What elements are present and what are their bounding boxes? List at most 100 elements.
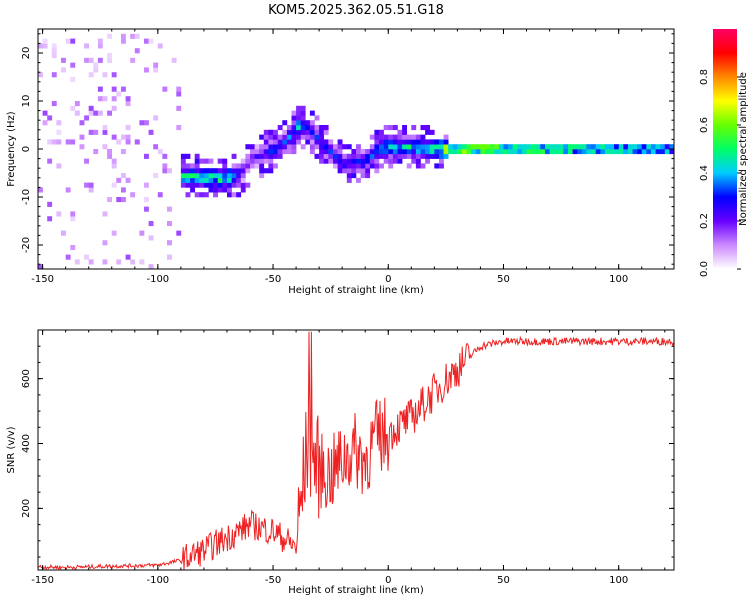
- spectrogram-cell: [144, 67, 149, 73]
- spectrogram-cell: [333, 153, 338, 159]
- spectrogram-cell: [383, 144, 389, 150]
- spectrogram-cell: [291, 139, 297, 145]
- spectrogram-x-ticks: -150 -100 -50 0 50 100: [31, 29, 666, 285]
- spectrogram-cell: [664, 144, 670, 150]
- spectrogram-cell: [190, 173, 195, 179]
- spectrogram-cell: [213, 182, 218, 188]
- spectrogram-cell: [443, 153, 449, 159]
- spectrogram-y-tick-label: -20: [21, 237, 32, 253]
- spectrogram-cell: [360, 158, 366, 164]
- snr-x-axis-label: Height of straight line (km): [288, 585, 424, 596]
- spectrogram-cell: [337, 158, 343, 164]
- spectrogram-cell: [411, 149, 417, 155]
- spectrogram-cell: [245, 168, 251, 174]
- spectrogram-cell: [203, 192, 209, 198]
- spectrogram-cell: [227, 177, 232, 183]
- spectrogram-cell: [669, 144, 675, 150]
- spectrogram-cell: [121, 173, 126, 179]
- spectrogram-cell: [411, 158, 417, 164]
- spectrogram-cell: [526, 144, 532, 150]
- spectrogram-cell: [351, 158, 357, 164]
- spectrogram-cell: [572, 149, 578, 155]
- spectrogram-cell: [646, 149, 652, 155]
- spectrogram-cell: [595, 144, 601, 150]
- spectrogram-cell: [351, 168, 357, 174]
- spectrogram-cell: [296, 125, 301, 131]
- spectrogram-cell: [406, 144, 412, 150]
- spectrogram-cell: [379, 129, 384, 135]
- spectrogram-cell: [535, 149, 541, 155]
- spectrogram-cell: [217, 158, 223, 164]
- spectrogram-cell: [263, 153, 269, 159]
- spectrogram-cell: [70, 62, 76, 68]
- spectrogram-cell: [194, 182, 200, 188]
- spectrogram-cell: [102, 129, 108, 135]
- spectrogram-cell: [250, 158, 255, 164]
- spectrogram-cell: [425, 149, 430, 155]
- spectrogram-cell: [365, 149, 371, 155]
- spectrogram-cell: [300, 125, 306, 131]
- spectrogram-cell: [194, 168, 200, 174]
- spectrogram-cell: [351, 149, 357, 155]
- spectrogram-cell: [51, 101, 57, 107]
- spectrogram-cell: [222, 158, 228, 164]
- spectrogram-cell: [388, 125, 394, 131]
- spectrogram-cell: [388, 139, 394, 145]
- spectrogram-cell: [351, 163, 357, 169]
- spectrogram-cell: [452, 144, 458, 150]
- spectrogram-cell: [471, 149, 477, 155]
- spectrogram-cell: [263, 134, 269, 140]
- spectrogram-cell: [337, 163, 343, 169]
- spectrogram-cell: [388, 149, 394, 155]
- spectrogram-cell: [415, 158, 421, 164]
- spectrogram-cell: [208, 187, 214, 193]
- spectrogram-cell: [346, 177, 352, 183]
- snr-y-tick-label: 200: [21, 499, 32, 518]
- spectrogram-cell: [337, 149, 343, 155]
- spectrogram-cell: [406, 139, 412, 145]
- spectrogram-y-axis-label: Frequency (Hz): [6, 111, 17, 187]
- spectrogram-cell: [346, 168, 352, 174]
- spectrogram-cell: [167, 254, 172, 260]
- spectrogram-cell: [102, 240, 108, 246]
- spectrogram-cell: [144, 120, 149, 126]
- spectrogram-cell: [240, 168, 246, 174]
- spectrogram-cell: [240, 182, 246, 188]
- spectrogram-cell: [259, 134, 265, 140]
- spectrogram-cell: [144, 182, 149, 188]
- spectrogram-cell: [595, 149, 601, 155]
- spectrogram-cell: [61, 67, 66, 73]
- spectrogram-cell: [282, 120, 288, 126]
- spectrogram-cell: [51, 48, 57, 54]
- spectrogram-cell: [208, 158, 214, 164]
- spectrogram-cell: [194, 173, 200, 179]
- spectrogram-cell: [268, 149, 274, 155]
- spectrogram-cell: [415, 134, 421, 140]
- spectrogram-cell: [300, 144, 306, 150]
- spectrogram-cell: [388, 144, 394, 150]
- spectrogram-cell: [379, 153, 384, 159]
- spectrogram-cell: [291, 125, 297, 131]
- spectrogram-cell: [42, 110, 48, 116]
- spectrogram-cell: [337, 153, 343, 159]
- spectrogram-cell: [319, 149, 324, 155]
- spectrogram-cell: [429, 144, 435, 150]
- spectrogram-cell: [296, 115, 301, 121]
- spectrogram-cell: [425, 153, 430, 159]
- spectrogram-cell: [420, 139, 426, 145]
- spectrogram-cell: [245, 158, 251, 164]
- spectrogram-cell: [356, 168, 361, 174]
- spectrogram-cell: [369, 158, 375, 164]
- spectrogram-cell: [439, 153, 444, 159]
- spectrogram-cell: [121, 33, 126, 39]
- spectrogram-cell: [360, 163, 366, 169]
- spectrogram-cell: [369, 134, 375, 140]
- spectrogram-cell: [227, 173, 232, 179]
- spectrogram-cell: [489, 144, 495, 150]
- spectrogram-cell: [434, 139, 440, 145]
- spectrogram-cell: [125, 254, 131, 260]
- spectrogram-cell: [323, 144, 329, 150]
- spectrogram-cell: [429, 129, 435, 135]
- snr-x-tick-label: -150: [31, 575, 54, 586]
- spectrogram-cell: [314, 115, 320, 121]
